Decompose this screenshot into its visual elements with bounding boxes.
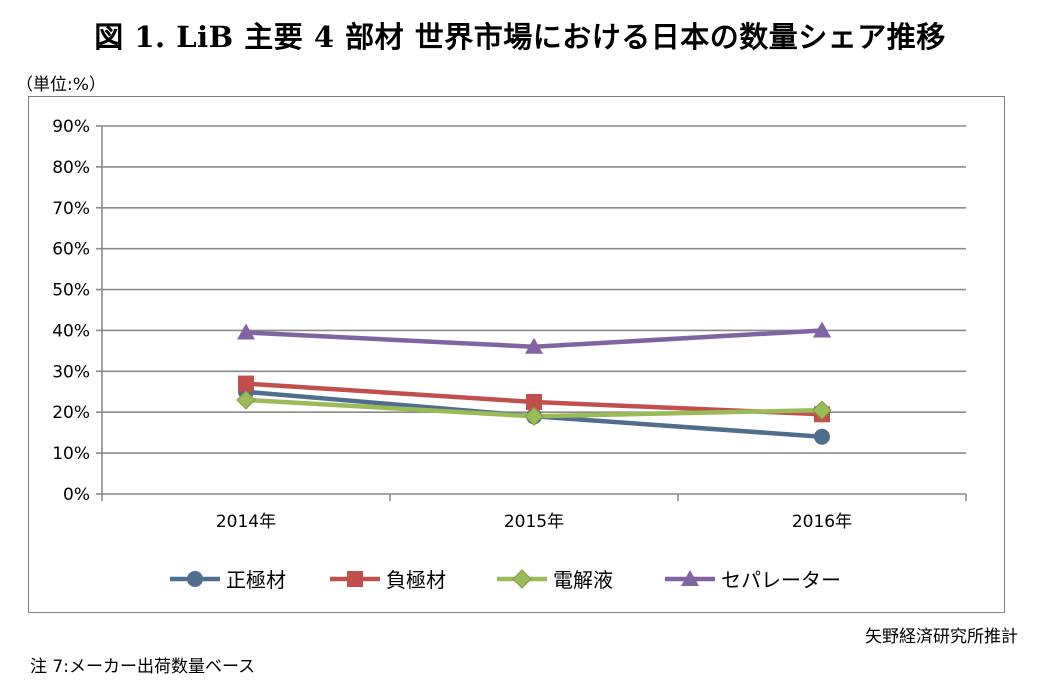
y-tick-label: 40% [52,321,90,341]
legend-label: セパレーター [721,568,841,592]
chart-frame [28,96,1005,613]
y-tick-label: 70% [52,199,90,219]
y-tick-label: 50% [52,281,90,301]
data-point [238,375,254,392]
legend-marker [347,571,363,587]
data-point [525,337,543,354]
data-point [237,323,255,340]
legend-label: 正極材 [226,568,286,592]
legend-marker [512,569,532,589]
y-tick-label: 90% [52,117,90,137]
unit-label: （単位:%） [16,75,106,95]
y-tick-label: 10% [52,444,90,464]
source-credit: 矢野経済研究所推計 [865,627,1018,647]
legend-label: 負極材 [386,568,446,592]
axes: 0% 10% 20% 30% 40% 50% 60% 70% 80% 90% 2014年 2015年 2… [52,117,967,532]
legend-label: 電解液 [553,568,613,592]
y-tick-label: 30% [52,362,90,382]
y-tick-label: 60% [52,240,90,260]
y-tick-label: 80% [52,158,90,178]
data-point [236,390,256,410]
data-point [812,400,832,420]
data-point [526,394,542,410]
y-tick-label: 20% [52,403,90,423]
legend-marker [187,571,203,587]
data-point [524,406,544,427]
footnote: 注 7:メーカー出荷数量ベース [30,657,256,677]
chart-title: 図 1. LiB 主要 4 部材 世界市場における日本の数量シェア推移 [94,20,946,54]
data-point [813,321,831,338]
x-tick-label: 2016年 [792,512,852,532]
series-lines [236,321,832,445]
x-tick-label: 2015年 [504,512,564,532]
data-point [814,428,830,445]
legend: 正極材 負極材 電解液 セパレーター [170,568,841,592]
x-tick-label: 2014年 [216,512,276,532]
legend-marker [681,570,699,586]
y-tick-label: 0% [63,485,90,505]
